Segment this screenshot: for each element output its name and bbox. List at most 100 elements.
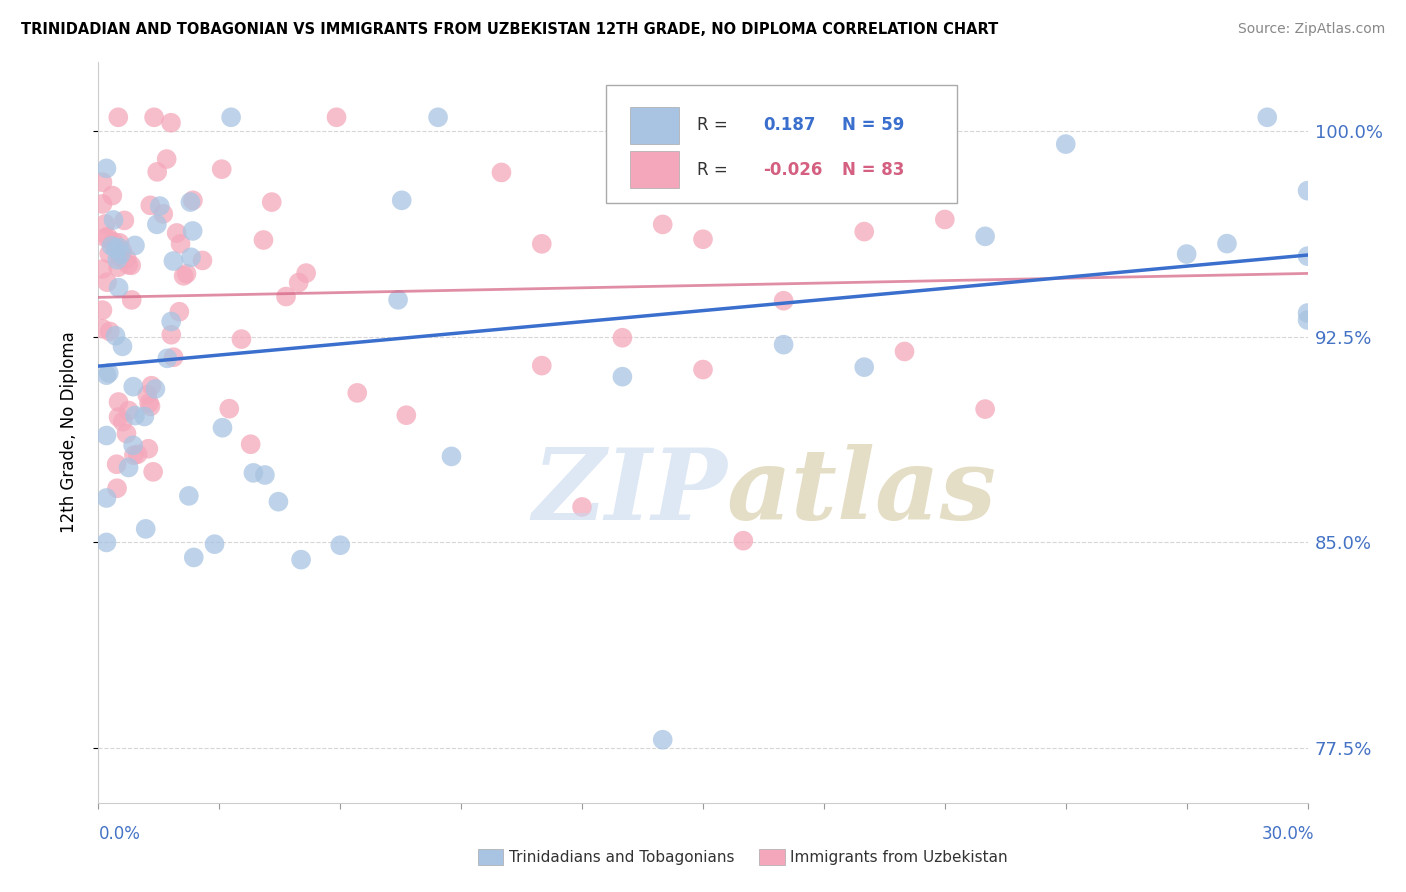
Point bbox=[97, 229, 120, 244]
Text: 30.0%: 30.0% bbox=[1263, 825, 1315, 843]
Point bbox=[98, 246, 121, 260]
Point bbox=[107, 260, 129, 275]
Point bbox=[160, 327, 183, 342]
Point bbox=[111, 339, 134, 353]
Point bbox=[242, 466, 264, 480]
Point bbox=[105, 252, 128, 267]
Text: Trinidadians and Tobagonians: Trinidadians and Tobagonians bbox=[509, 850, 734, 864]
Point bbox=[1296, 249, 1319, 263]
Bar bbox=[630, 152, 679, 188]
Point bbox=[160, 116, 183, 130]
Point bbox=[934, 212, 956, 227]
Point bbox=[105, 457, 128, 471]
Point bbox=[117, 258, 139, 272]
Point bbox=[136, 442, 159, 456]
Point bbox=[96, 275, 118, 289]
Point bbox=[260, 195, 283, 210]
Point bbox=[162, 350, 184, 364]
Point bbox=[853, 110, 876, 124]
Point bbox=[91, 321, 114, 335]
Point bbox=[111, 415, 134, 429]
Point bbox=[231, 332, 253, 346]
Point bbox=[1216, 236, 1239, 251]
Point bbox=[127, 447, 149, 461]
Point bbox=[772, 337, 794, 351]
Point bbox=[142, 465, 165, 479]
Point bbox=[733, 533, 755, 548]
Point bbox=[166, 226, 188, 240]
Point bbox=[118, 403, 141, 417]
Point bbox=[387, 293, 409, 307]
Point bbox=[853, 360, 876, 375]
Point bbox=[110, 247, 132, 261]
Point bbox=[813, 186, 835, 201]
Point bbox=[893, 344, 915, 359]
Point bbox=[346, 385, 368, 400]
Point bbox=[91, 303, 114, 318]
Point bbox=[612, 110, 634, 124]
Point bbox=[104, 242, 127, 256]
Point bbox=[105, 481, 128, 495]
Text: Source: ZipAtlas.com: Source: ZipAtlas.com bbox=[1237, 22, 1385, 37]
Point bbox=[295, 266, 318, 280]
Point bbox=[395, 408, 418, 422]
Point bbox=[108, 240, 131, 254]
Point bbox=[112, 213, 135, 227]
Point bbox=[325, 110, 347, 124]
Point bbox=[530, 236, 553, 251]
Point bbox=[651, 732, 673, 747]
Point bbox=[152, 207, 174, 221]
Point bbox=[122, 379, 145, 393]
Point bbox=[491, 165, 513, 179]
Y-axis label: 12th Grade, No Diploma: 12th Grade, No Diploma bbox=[59, 332, 77, 533]
Point bbox=[391, 194, 413, 208]
Point bbox=[107, 395, 129, 409]
Point bbox=[145, 382, 167, 396]
Point bbox=[287, 276, 309, 290]
Point bbox=[211, 162, 233, 177]
Point bbox=[329, 538, 352, 552]
Point bbox=[169, 304, 191, 318]
Point bbox=[853, 225, 876, 239]
Point bbox=[103, 235, 125, 249]
Text: -0.026: -0.026 bbox=[763, 161, 823, 178]
Text: N = 83: N = 83 bbox=[842, 161, 904, 178]
Point bbox=[122, 448, 145, 462]
Point bbox=[124, 238, 146, 252]
Point bbox=[180, 250, 202, 264]
Point bbox=[122, 438, 145, 452]
Point bbox=[571, 500, 593, 514]
Text: 0.0%: 0.0% bbox=[98, 825, 141, 843]
Point bbox=[290, 552, 312, 566]
Point bbox=[96, 428, 118, 442]
Point bbox=[115, 426, 138, 441]
Point bbox=[1054, 137, 1077, 152]
Point bbox=[94, 217, 117, 231]
Point bbox=[91, 175, 114, 189]
Text: atlas: atlas bbox=[727, 443, 997, 540]
Point bbox=[100, 239, 122, 253]
Point bbox=[651, 218, 673, 232]
Point bbox=[120, 258, 142, 272]
Point bbox=[98, 325, 121, 339]
Point bbox=[162, 254, 184, 268]
Text: R =: R = bbox=[697, 116, 728, 135]
Text: R =: R = bbox=[697, 161, 728, 178]
Point bbox=[1256, 110, 1278, 124]
Text: TRINIDADIAN AND TOBAGONIAN VS IMMIGRANTS FROM UZBEKISTAN 12TH GRADE, NO DIPLOMA : TRINIDADIAN AND TOBAGONIAN VS IMMIGRANTS… bbox=[21, 22, 998, 37]
Text: ZIP: ZIP bbox=[533, 443, 727, 540]
Point bbox=[204, 537, 226, 551]
Point bbox=[139, 198, 162, 212]
Point bbox=[440, 450, 463, 464]
Point bbox=[134, 409, 156, 424]
Point bbox=[974, 402, 997, 417]
Text: N = 59: N = 59 bbox=[842, 116, 904, 135]
Point bbox=[1296, 313, 1319, 327]
Point bbox=[124, 409, 146, 423]
Point bbox=[91, 262, 114, 277]
Point bbox=[107, 410, 129, 425]
Point bbox=[108, 235, 131, 250]
Point bbox=[179, 195, 201, 210]
Point bbox=[96, 368, 118, 383]
Point bbox=[1296, 306, 1319, 320]
